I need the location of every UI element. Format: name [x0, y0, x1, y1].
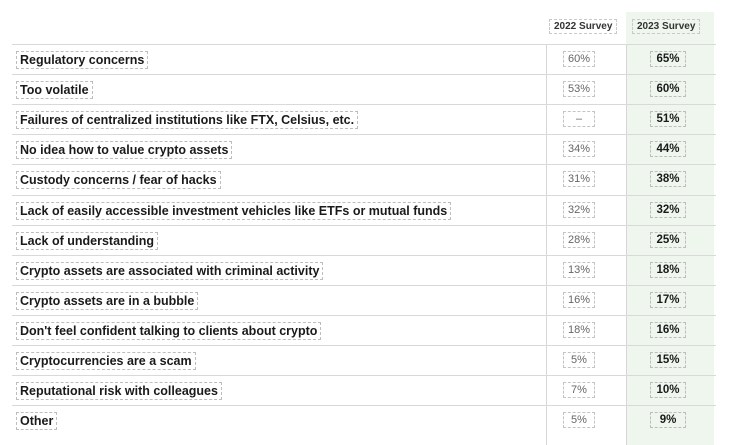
value-2022: 32% [563, 201, 595, 218]
value-2023: 17% [650, 291, 686, 308]
column-divider [626, 44, 627, 445]
value-2023: 51% [650, 111, 686, 128]
table-row: Regulatory concerns 60% 65% [12, 44, 716, 75]
value-2022: 28% [563, 231, 595, 248]
column-divider [546, 44, 547, 445]
highlight-column-2023 [626, 12, 714, 445]
value-2022: 7% [563, 382, 595, 399]
row-label: Crypto assets are associated with crimin… [16, 261, 324, 280]
table-row: Other 5% 9% [12, 405, 716, 436]
value-2023: 38% [650, 171, 686, 188]
row-label: Lack of easily accessible investment veh… [16, 201, 452, 220]
value-2023: 18% [650, 261, 686, 278]
row-label: Cryptocurrencies are a scam [16, 352, 196, 370]
value-2023: 25% [650, 231, 686, 248]
row-label: Custody concerns / fear of hacks [16, 171, 221, 190]
table-row: Failures of centralized institutions lik… [12, 104, 716, 135]
value-2022: 34% [563, 141, 595, 158]
value-2023: 65% [650, 51, 686, 67]
table-row: Too volatile 53% 60% [12, 74, 716, 105]
row-label: Too volatile [16, 81, 93, 100]
value-2022: 60% [563, 51, 595, 67]
value-2022: 5% [563, 352, 595, 368]
row-label: Failures of centralized institutions lik… [16, 111, 359, 130]
header-2022-survey: 2022 Survey [549, 19, 618, 34]
value-2022: – [563, 111, 595, 128]
row-label: Other [16, 412, 58, 431]
value-2022: 13% [563, 261, 595, 278]
value-2023: 15% [650, 352, 686, 368]
table-row: Lack of easily accessible investment veh… [12, 194, 716, 226]
row-label: No idea how to value crypto assets [16, 141, 233, 160]
row-label: Lack of understanding [16, 231, 159, 250]
value-2023: 16% [650, 321, 686, 338]
header-2023-survey: 2023 Survey [632, 19, 701, 34]
table-row: No idea how to value crypto assets 34% 44% [12, 134, 716, 165]
table-row: Custody concerns / fear of hacks 31% 38% [12, 164, 716, 195]
value-2023: 44% [650, 141, 686, 158]
value-2023: 60% [650, 81, 686, 98]
table-row: Don't feel confident talking to clients … [12, 314, 716, 346]
value-2023: 10% [650, 382, 686, 399]
row-label: Don't feel confident talking to clients … [16, 321, 322, 340]
table-row: Crypto assets are associated with crimin… [12, 254, 716, 286]
row-label: Reputational risk with colleagues [16, 382, 222, 401]
value-2022: 16% [563, 291, 595, 308]
table-row: Reputational risk with colleagues 7% 10% [12, 375, 716, 406]
value-2022: 31% [563, 171, 595, 188]
table-header: 2022 Survey 2023 Survey [12, 12, 716, 42]
row-label: Regulatory concerns [16, 51, 149, 69]
value-2023: 9% [650, 412, 686, 429]
table-row: Lack of understanding 28% 25% [12, 224, 716, 256]
table-row: Crypto assets are in a bubble 16% 17% [12, 284, 716, 316]
value-2022: 53% [563, 81, 595, 98]
value-2022: 5% [563, 412, 595, 429]
row-label: Crypto assets are in a bubble [16, 291, 199, 310]
value-2023: 32% [650, 201, 686, 218]
value-2022: 18% [563, 321, 595, 338]
table-row: Cryptocurrencies are a scam 5% 15% [12, 345, 716, 376]
